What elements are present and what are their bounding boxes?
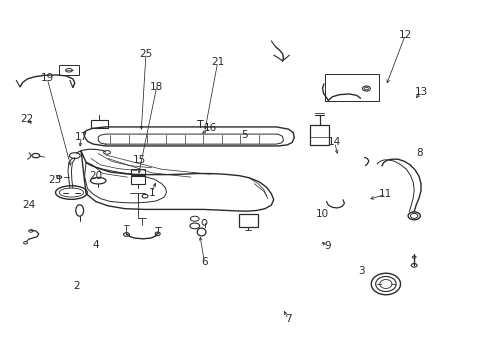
Text: 20: 20 xyxy=(89,171,102,181)
Text: 7: 7 xyxy=(285,314,291,324)
Text: 24: 24 xyxy=(22,200,36,210)
Ellipse shape xyxy=(56,186,87,199)
Text: 14: 14 xyxy=(327,138,341,147)
Text: 1: 1 xyxy=(148,188,155,198)
Text: 25: 25 xyxy=(139,49,152,59)
Text: 19: 19 xyxy=(41,73,54,83)
Ellipse shape xyxy=(90,177,106,184)
Bar xyxy=(238,214,258,226)
Bar xyxy=(131,168,145,175)
Bar xyxy=(325,74,378,101)
Text: 6: 6 xyxy=(201,257,207,267)
Bar xyxy=(131,176,145,184)
Bar xyxy=(91,120,108,128)
Text: 9: 9 xyxy=(324,241,330,251)
Text: 2: 2 xyxy=(73,281,80,291)
Text: 4: 4 xyxy=(92,239,99,249)
Text: 17: 17 xyxy=(74,132,87,142)
Text: 3: 3 xyxy=(358,266,364,276)
Text: 12: 12 xyxy=(398,30,411,40)
Bar xyxy=(310,125,328,145)
Text: 16: 16 xyxy=(203,123,217,133)
Text: 5: 5 xyxy=(241,130,247,140)
Bar xyxy=(59,65,79,75)
Text: 11: 11 xyxy=(379,189,392,199)
Text: 18: 18 xyxy=(150,82,163,92)
Text: 10: 10 xyxy=(315,209,328,219)
Text: 8: 8 xyxy=(416,148,423,158)
Ellipse shape xyxy=(410,264,416,267)
Text: 13: 13 xyxy=(413,87,427,97)
Text: 23: 23 xyxy=(49,175,62,185)
Text: 22: 22 xyxy=(20,114,33,124)
Text: 15: 15 xyxy=(133,155,146,165)
Text: 21: 21 xyxy=(211,57,224,67)
